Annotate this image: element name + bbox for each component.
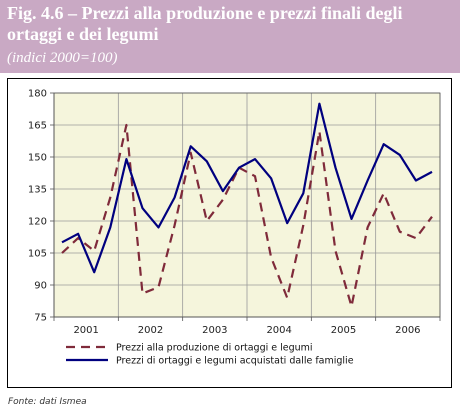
y-tick-label: 165 — [28, 121, 47, 132]
x-tick-label: 2004 — [266, 325, 291, 336]
y-tick-label: 75 — [34, 313, 47, 324]
figure-source: Fonte: dati Ismea — [8, 397, 87, 407]
legend-label-1: Prezzi alla produzione di ortaggi e legu… — [116, 343, 313, 354]
series-line-1 — [61, 123, 433, 308]
plot-border — [53, 92, 441, 318]
series-line-2 — [61, 102, 433, 274]
y-tick-label: 150 — [28, 153, 47, 164]
chart-frame: 75 90 105 120 135 150 165 180 2001 2002 2003 2004 20… — [7, 78, 452, 388]
x-tick-label: 2002 — [138, 325, 163, 336]
figure-title: Fig. 4.6 – Prezzi alla produzione e prez… — [7, 3, 403, 44]
figure-header: Fig. 4.6 – Prezzi alla produzione e prez… — [0, 0, 460, 73]
x-tick-label: 2001 — [73, 325, 98, 336]
y-tick-label: 90 — [34, 281, 47, 292]
x-tick-label: 2006 — [395, 325, 420, 336]
y-tick-label: 120 — [28, 217, 47, 228]
legend-label-2: Prezzi di ortaggi e legumi acquistati da… — [116, 356, 354, 367]
y-tick-label: 180 — [28, 89, 47, 100]
x-tick-label: 2005 — [331, 325, 356, 336]
line-chart: 75 90 105 120 135 150 165 180 2001 2002 2003 2004 20… — [28, 89, 441, 367]
y-tick-label: 105 — [28, 249, 47, 260]
x-tick-label: 2003 — [202, 325, 227, 336]
figure-subtitle: (indici 2000=100) — [7, 50, 118, 66]
y-tick-label: 135 — [28, 185, 47, 196]
